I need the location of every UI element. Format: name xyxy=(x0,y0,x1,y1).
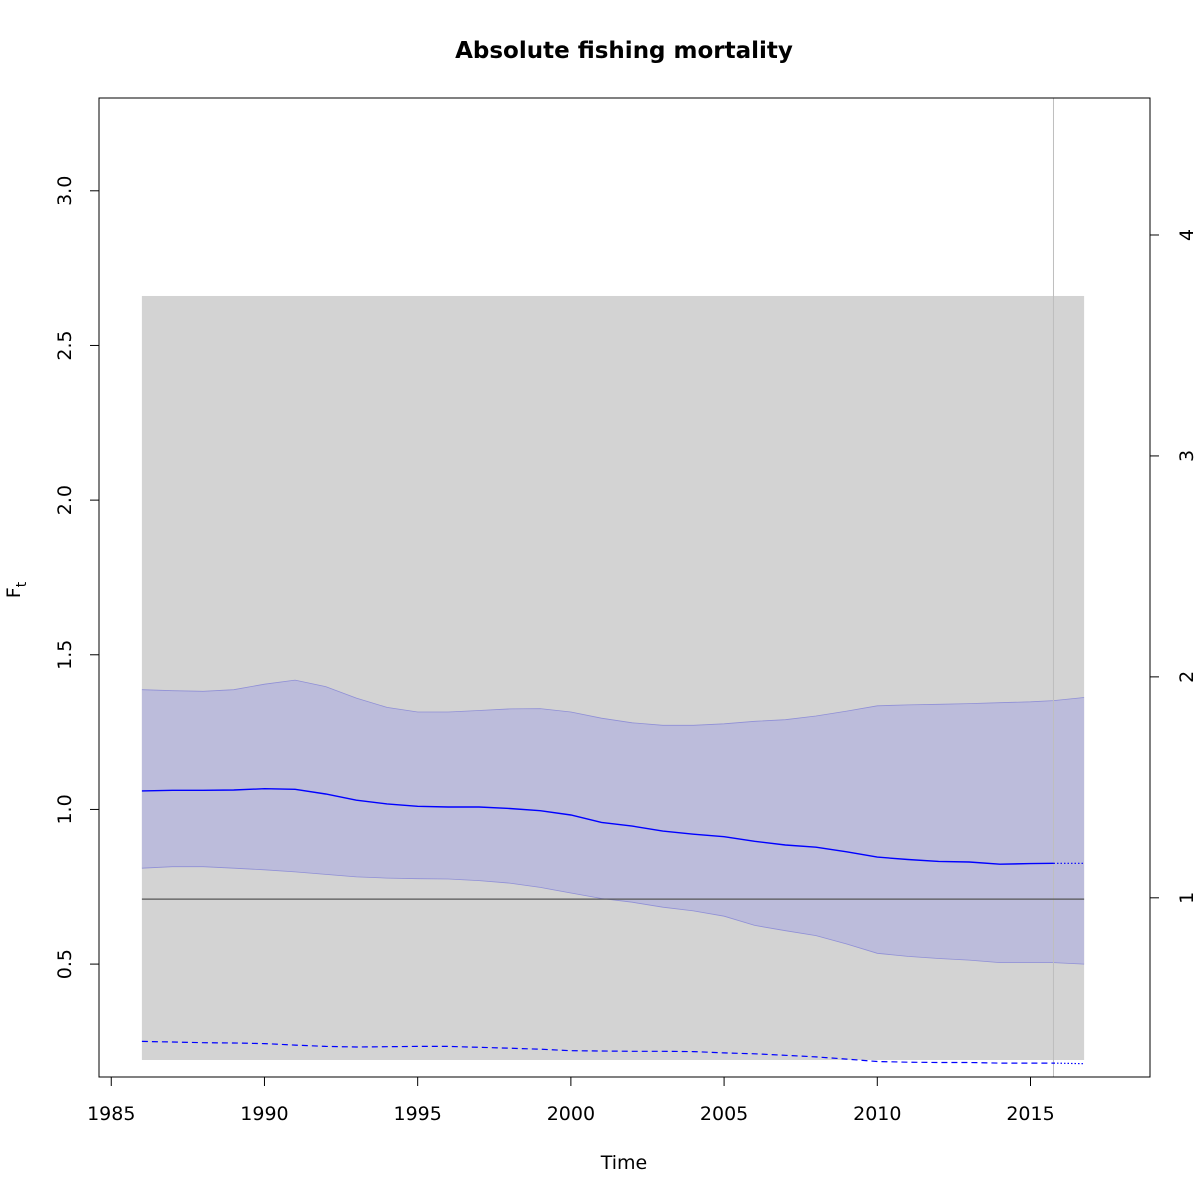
x-tick-label: 1985 xyxy=(87,1103,135,1125)
y-axis-label-subscript: t xyxy=(14,581,30,587)
plot-area xyxy=(141,98,1085,1077)
right-y-axis: 1 2 3 4 xyxy=(1149,229,1198,904)
right-y-tick-label: 3 xyxy=(1176,450,1198,462)
x-tick-label: 2010 xyxy=(853,1103,901,1125)
f-msy-dashed-line xyxy=(141,1040,1054,1064)
lower-ci-line xyxy=(141,866,1085,965)
f-msy-prediction-line xyxy=(1053,1062,1085,1065)
y-tick-label: 1.5 xyxy=(54,640,76,670)
chart-title: Absolute fishing mortality xyxy=(455,38,793,64)
prediction-confidence-band xyxy=(1053,697,1085,965)
y-tick-label: 2.0 xyxy=(54,485,76,515)
right-y-tick-label: 2 xyxy=(1176,671,1198,683)
f-estimate-line xyxy=(141,787,1054,865)
x-tick-label: 2015 xyxy=(1006,1103,1054,1125)
y-axis-label-main: F xyxy=(3,587,25,598)
y-axis: 0.5 1.0 1.5 2.0 2.5 3.0 xyxy=(54,176,100,979)
x-axis: 1985 1990 1995 2000 2005 2010 2015 xyxy=(87,1076,1055,1125)
y-tick-label: 3.0 xyxy=(54,176,76,206)
svg-text:Ft: Ft xyxy=(3,581,30,598)
upper-ci-line xyxy=(141,679,1085,726)
y-tick-label: 1.0 xyxy=(54,794,76,824)
y-tick-label: 2.5 xyxy=(54,330,76,360)
y-axis-label: Ft xyxy=(3,581,30,598)
x-tick-label: 2005 xyxy=(700,1103,748,1125)
x-axis-label: Time xyxy=(600,1152,648,1174)
x-tick-label: 1995 xyxy=(393,1103,441,1125)
x-tick-label: 1990 xyxy=(240,1103,288,1125)
right-y-tick-label: 4 xyxy=(1176,229,1198,241)
right-y-tick-label: 1 xyxy=(1176,892,1198,904)
y-tick-label: 0.5 xyxy=(54,949,76,979)
x-tick-label: 2000 xyxy=(547,1103,595,1125)
